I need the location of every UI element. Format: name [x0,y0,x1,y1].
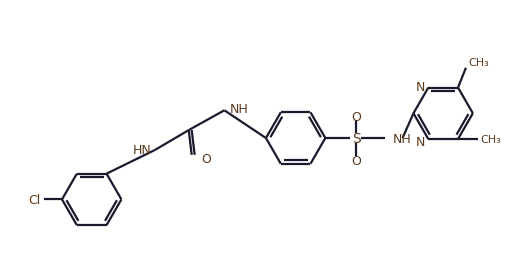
Text: CH₃: CH₃ [481,135,502,145]
Text: O: O [202,153,212,166]
Text: HN: HN [132,144,151,157]
Text: NH: NH [393,133,412,146]
Text: N: N [416,81,425,93]
Text: O: O [351,155,361,168]
Text: NH: NH [229,103,248,116]
Text: CH₃: CH₃ [468,58,489,68]
Text: S: S [352,131,361,146]
Text: O: O [351,111,361,124]
Text: Cl: Cl [28,194,40,207]
Text: N: N [416,136,425,149]
